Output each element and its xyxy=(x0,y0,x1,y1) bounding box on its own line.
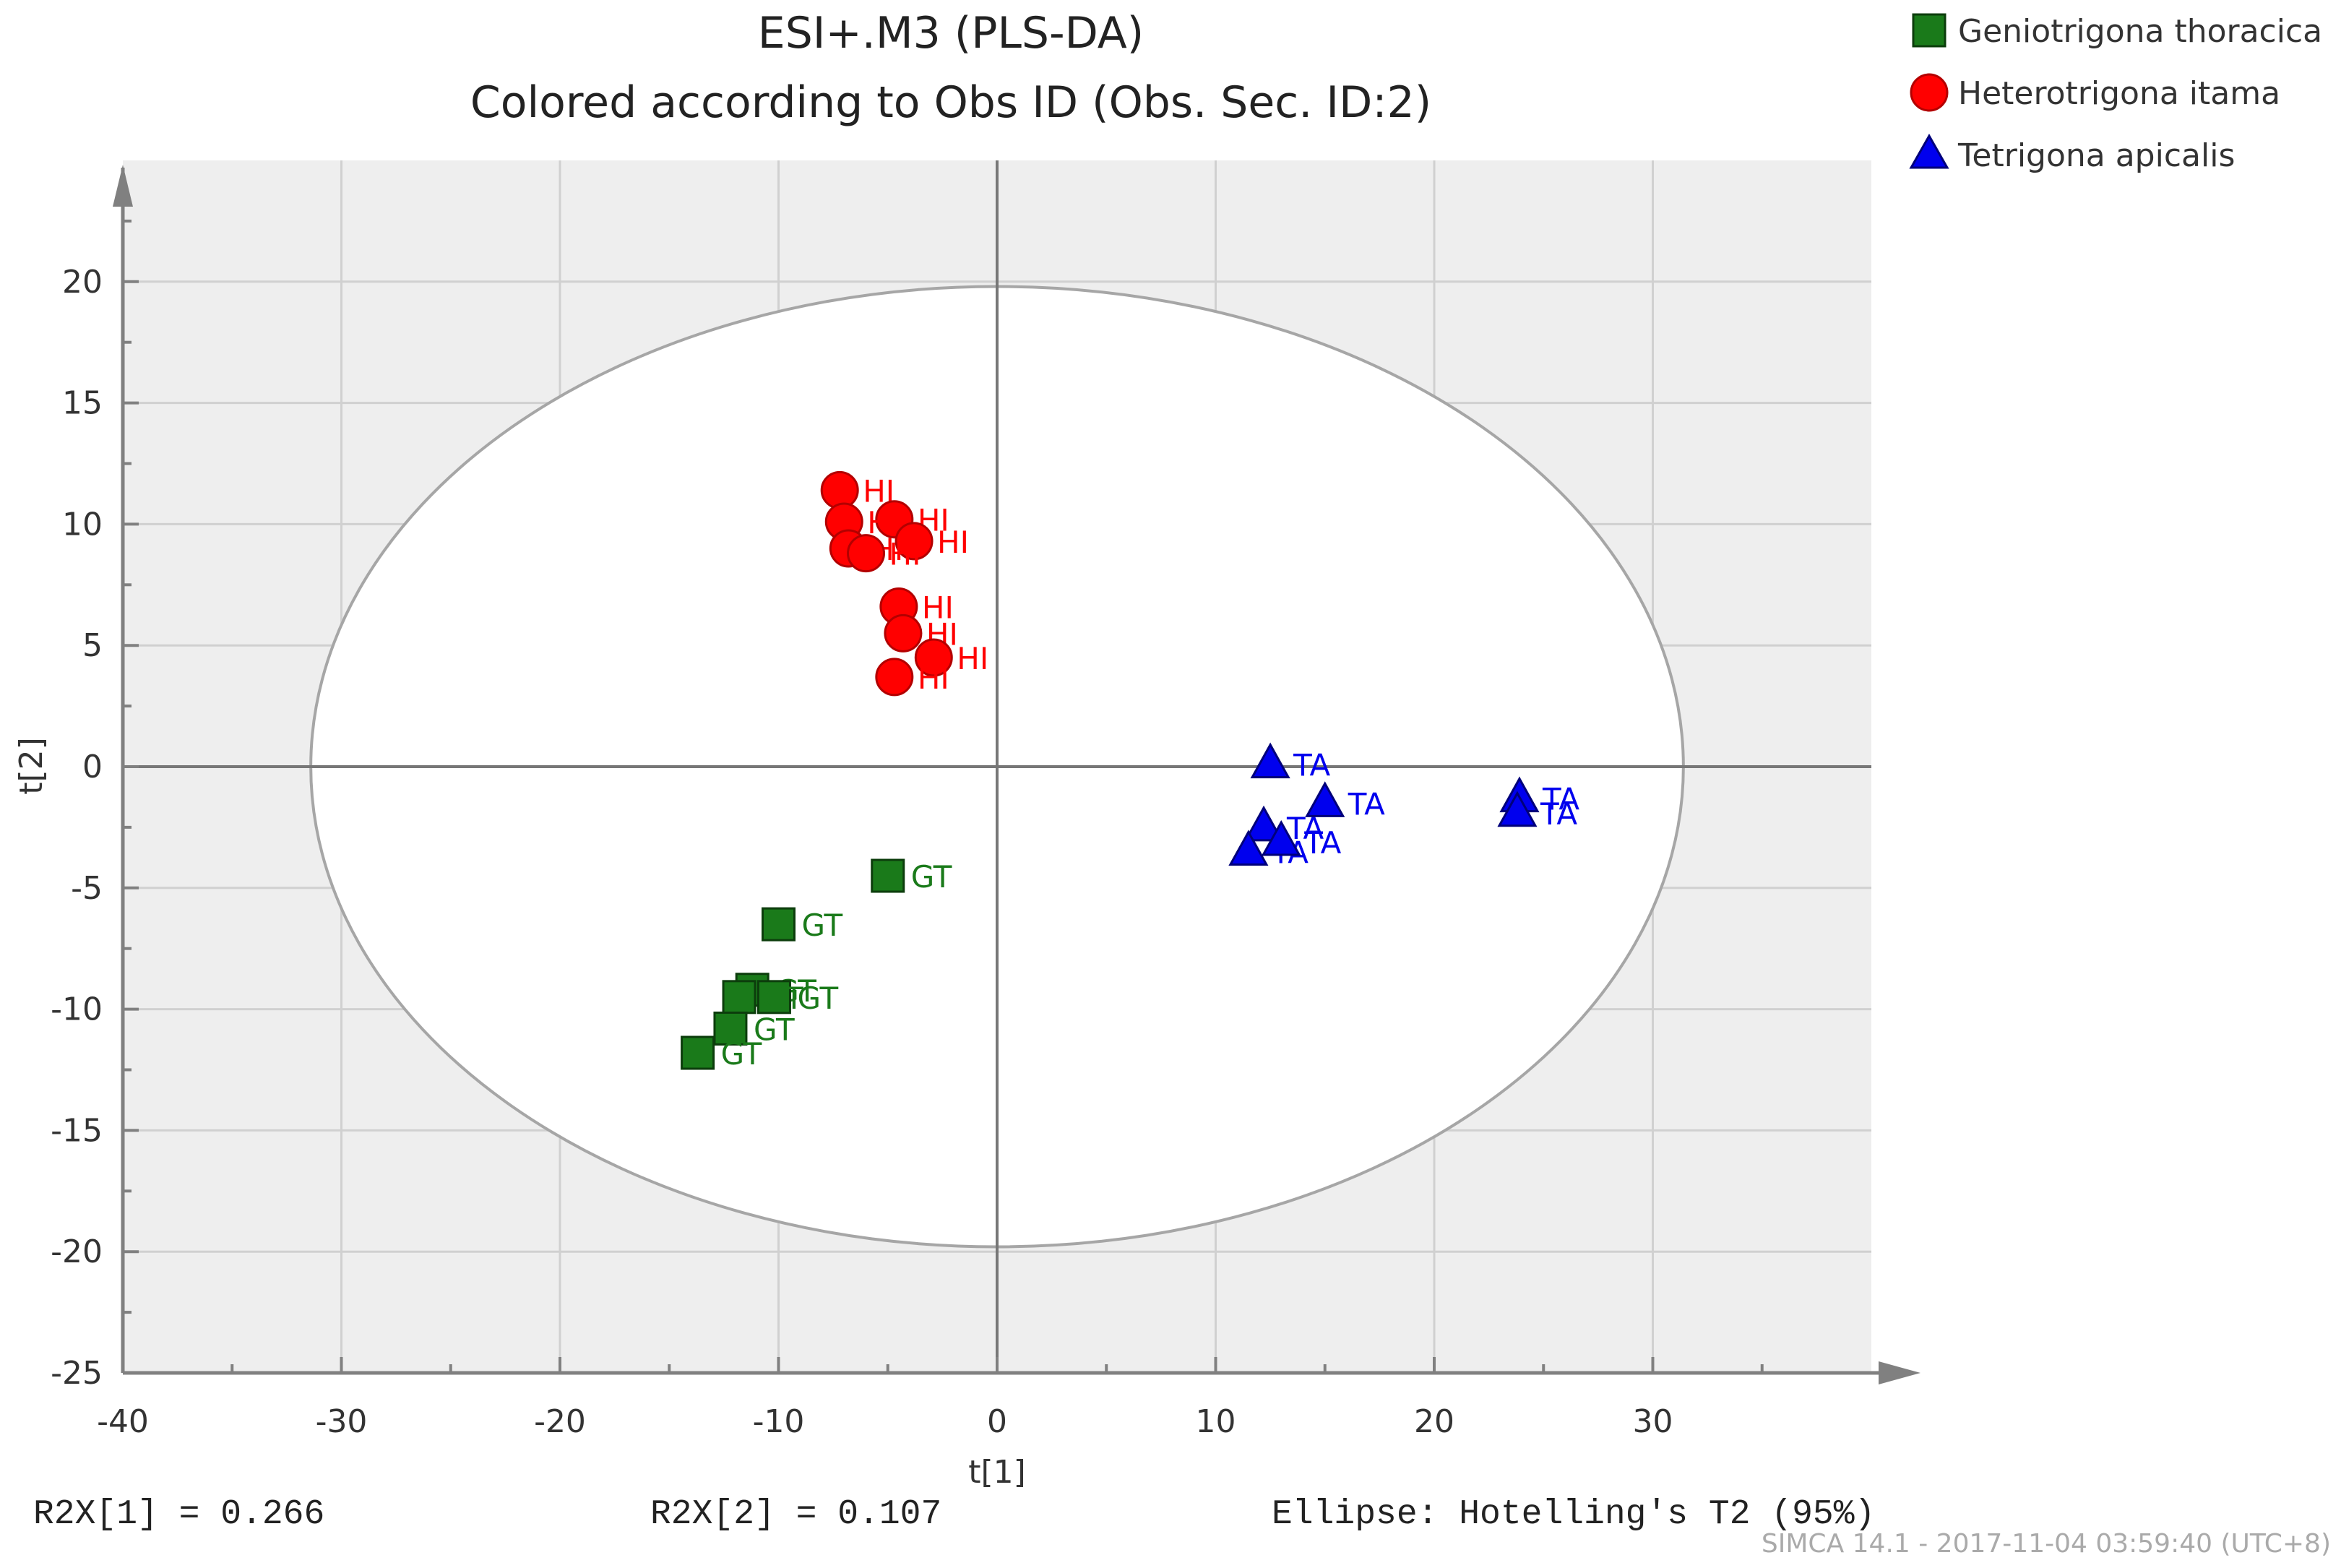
x-tick-label: 30 xyxy=(1633,1403,1673,1440)
r2x2-value: R2X[2] = 0.107 xyxy=(650,1495,941,1534)
x-tick-label: 10 xyxy=(1196,1403,1236,1440)
hi-point-label: HI xyxy=(867,505,899,540)
y-tick-label: 15 xyxy=(62,385,103,422)
x-tick-label: -10 xyxy=(753,1403,805,1440)
ta-data-point xyxy=(1243,805,1284,842)
chart-subtitle: Colored according to Obs ID (Obs. Sec. I… xyxy=(470,77,1431,128)
axes xyxy=(113,165,1920,1384)
ta-data-point xyxy=(1261,819,1301,856)
y-tick-label: 20 xyxy=(62,264,103,301)
gt-point-label: GT xyxy=(754,1012,795,1047)
legend: Geniotrigona thoracica Heterotrigona itam… xyxy=(1909,13,2322,174)
gt-data-point xyxy=(762,907,796,942)
legend-marker-hi xyxy=(1910,73,1949,112)
y-tick-label: -20 xyxy=(51,1233,103,1270)
y-axis-arrow xyxy=(113,165,133,207)
x-axis-arrow xyxy=(1879,1361,1920,1384)
ellipse-note: Ellipse: Hotelling's T2 (95%) xyxy=(1272,1495,1875,1534)
hi-data-point xyxy=(894,522,934,561)
hi-data-point xyxy=(914,638,953,677)
y-tick-label: 0 xyxy=(82,749,103,785)
hi-data-point xyxy=(875,658,914,697)
hi-point-label: HI xyxy=(922,590,954,626)
hi-point-label: HI xyxy=(937,525,969,560)
hi-point-label: HI xyxy=(889,537,921,572)
x-tick-label: 0 xyxy=(987,1403,1007,1440)
hi-point-label: HI xyxy=(957,641,988,676)
y-tick-label: -10 xyxy=(51,991,103,1028)
ta-point-label: TA xyxy=(1540,796,1577,832)
hi-data-point xyxy=(820,470,859,509)
hi-data-point xyxy=(847,534,885,573)
r2x1-value: R2X[1] = 0.266 xyxy=(33,1495,324,1534)
gt-data-point xyxy=(756,980,791,1015)
ta-data-point xyxy=(1305,781,1345,817)
hi-point-label: HI xyxy=(918,660,949,696)
y-tick-label: 10 xyxy=(62,506,103,543)
y-tick-label: 5 xyxy=(82,627,103,664)
ta-point-label: TA xyxy=(1348,786,1385,822)
y-axis-label: t[2] xyxy=(13,737,50,795)
data-points: GTGTGTGTGTGTGTHIHIHIHIHIHIHIHIHIHITATATA… xyxy=(681,470,1579,1072)
gt-point-label: GT xyxy=(721,1036,762,1072)
y-tick-label: -5 xyxy=(71,870,103,907)
x-tick-label: -20 xyxy=(534,1403,586,1440)
legend-marker-ta xyxy=(1909,133,1949,169)
ta-data-point xyxy=(1250,742,1290,779)
x-tick-label: -40 xyxy=(97,1403,149,1440)
gt-point-label: GT xyxy=(797,981,838,1016)
gt-data-point xyxy=(722,980,756,1015)
y-tick-label: -15 xyxy=(51,1112,103,1149)
legend-marker-gt xyxy=(1912,13,1946,48)
software-stamp: SIMCA 14.1 - 2017-11-04 03:59:40 (UTC+8) xyxy=(1762,1529,2331,1559)
x-tick-label: 20 xyxy=(1414,1403,1454,1440)
ta-data-point xyxy=(1228,830,1269,866)
gt-point-label: GT xyxy=(911,859,952,895)
hi-data-point xyxy=(884,613,923,652)
ta-point-label: TA xyxy=(1542,782,1579,817)
gt-data-point xyxy=(681,1035,715,1070)
y-tick-label: -25 xyxy=(51,1355,103,1392)
legend-label-hi: Heterotrigona itama xyxy=(1958,75,2280,112)
gt-data-point xyxy=(713,1011,748,1046)
tick-labels: -40 -30 -20 -10 0 10 20 30 -25 -20 -15 -10 -5 0 5 10 15 2… xyxy=(51,264,1673,1440)
legend-label-ta: Tetrigona apicalis xyxy=(1957,137,2235,174)
ta-data-point xyxy=(1497,791,1538,827)
ta-point-label: TA xyxy=(1293,748,1330,783)
x-axis-label: t[1] xyxy=(968,1454,1026,1491)
legend-label-gt: Geniotrigona thoracica xyxy=(1958,13,2322,50)
gt-point-label: GT xyxy=(762,981,803,1016)
zero-lines xyxy=(123,160,1871,1373)
gt-data-point xyxy=(871,858,905,893)
x-tick-label: -30 xyxy=(316,1403,368,1440)
chart-title: ESI+.M3 (PLS-DA) xyxy=(758,8,1144,59)
ta-point-label: TA xyxy=(1303,825,1341,861)
gt-point-label: GT xyxy=(802,908,843,943)
